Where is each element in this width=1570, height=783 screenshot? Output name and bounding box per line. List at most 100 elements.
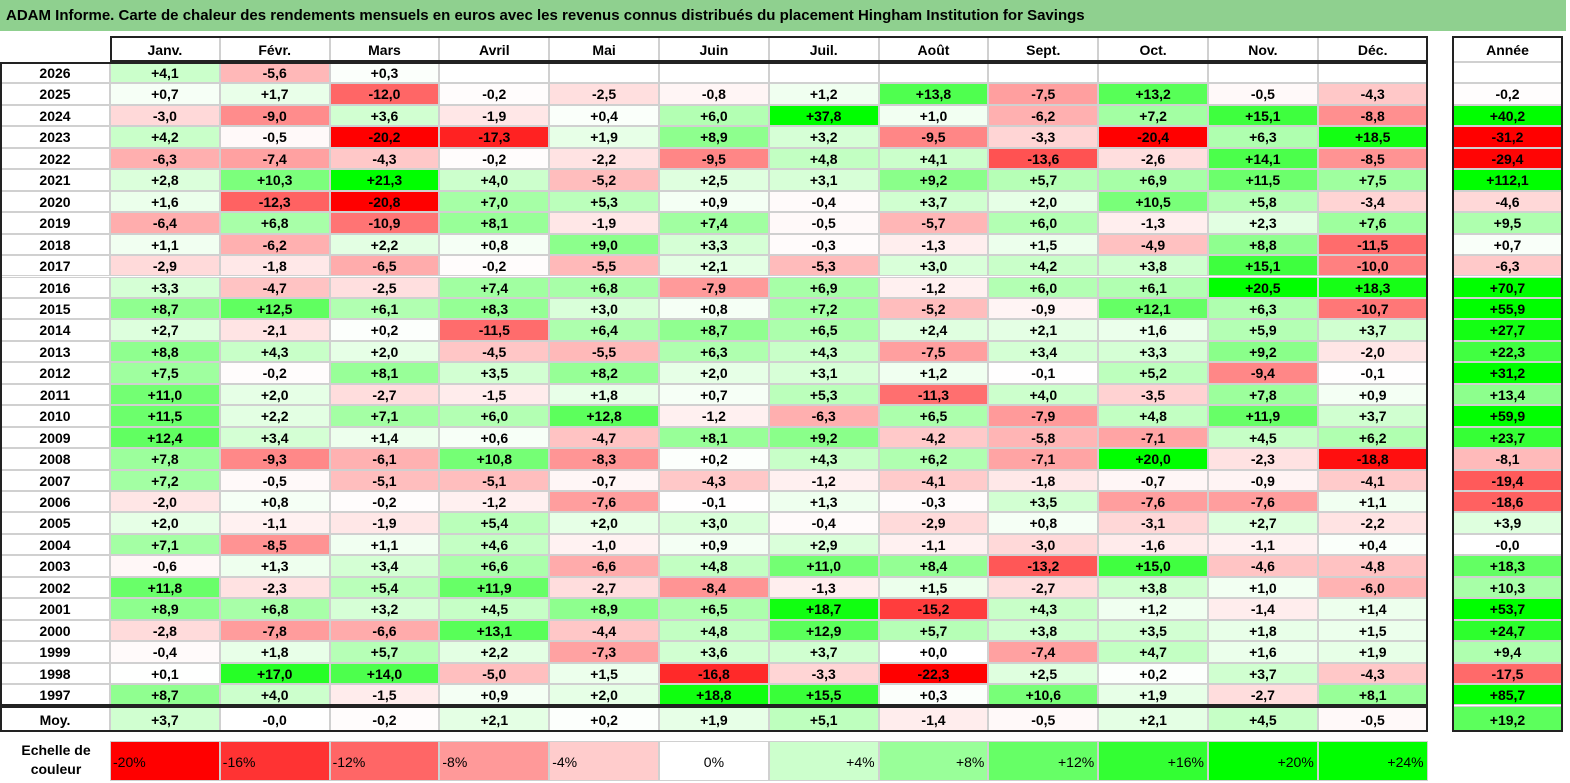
heatmap-cell: +11,5	[110, 405, 220, 427]
heatmap-cell: +2,5	[659, 169, 769, 191]
row-label-year: 2001	[0, 598, 110, 620]
heatmap-cell: +1,0	[1208, 576, 1318, 599]
heatmap-cell: +3,5	[439, 362, 550, 384]
heatmap-cell: -8,8	[1317, 104, 1428, 127]
heatmap-cell: +3,1	[768, 169, 879, 191]
heatmap-cell: -5,0	[439, 662, 550, 685]
heatmap-cell: +3,6	[659, 641, 769, 663]
heatmap-cell: +0,8	[439, 233, 550, 256]
year-total-cell: +55,9	[1452, 297, 1563, 320]
heatmap-cell: +2,7	[1208, 512, 1318, 534]
row-label-year: 2003	[0, 555, 110, 577]
legend-step: -12%	[329, 741, 440, 781]
heatmap-cell: -0,4	[768, 190, 879, 213]
heatmap-cell: +2,0	[659, 362, 769, 384]
heatmap-cell: +1,8	[219, 641, 330, 663]
average-cell: -1,4	[878, 706, 989, 732]
row-label-year: 2026	[0, 62, 110, 84]
heatmap-cell: +1,2	[1098, 598, 1208, 620]
heatmap-cell: -7,4	[219, 147, 330, 170]
row-label-year: 2010	[0, 405, 110, 427]
heatmap-cell: +3,7	[878, 190, 989, 213]
average-cell: +4,5	[1208, 706, 1318, 732]
heatmap-cell: -2,5	[329, 276, 440, 298]
heatmap-cell: +1,5	[878, 576, 989, 599]
column-header: Janv.	[110, 36, 220, 62]
heatmap-cell: +0,9	[1317, 383, 1428, 406]
heatmap-cell: +4,2	[988, 255, 1099, 277]
heatmap-cell: -2,6	[1098, 147, 1208, 170]
heatmap-cell: +7,0	[439, 190, 550, 213]
heatmap-cell: +37,8	[768, 104, 879, 127]
heatmap-cell: +7,4	[439, 276, 550, 298]
row-label-year: 2012	[0, 362, 110, 384]
column-header: Juin	[659, 36, 769, 62]
heatmap-cell: +5,4	[329, 576, 440, 599]
heatmap-cell: +9,2	[768, 426, 879, 449]
heatmap-cell: -7,6	[1208, 491, 1318, 513]
heatmap-cell: +6,6	[439, 555, 550, 577]
year-total-cell: +18,3	[1452, 555, 1563, 577]
heatmap-cell: +11,9	[1208, 405, 1318, 427]
heatmap-cell: -0,2	[439, 147, 550, 170]
heatmap-cell: -8,4	[659, 576, 769, 599]
heatmap-cell: +2,4	[878, 319, 989, 341]
heatmap-cell: +5,9	[1208, 319, 1318, 341]
heatmap-cell: +8,7	[110, 684, 220, 706]
heatmap-cell: -1,5	[329, 684, 440, 706]
heatmap-cell: -22,3	[878, 662, 989, 685]
heatmap-cell: -0,5	[1208, 83, 1318, 105]
year-total-cell: +13,4	[1452, 383, 1563, 406]
row-label-year: 2022	[0, 147, 110, 170]
heatmap-cell: +0,9	[439, 684, 550, 706]
heatmap-cell: +1,2	[768, 83, 879, 105]
row-label-year: 2009	[0, 426, 110, 449]
heatmap-cell: -6,5	[329, 255, 440, 277]
heatmap-cell	[1317, 62, 1428, 84]
heatmap-cell: -16,8	[659, 662, 769, 685]
heatmap-cell: +2,7	[110, 319, 220, 341]
heatmap-cell	[768, 62, 879, 84]
heatmap-cell: +7,5	[1317, 169, 1428, 191]
column-header: Nov.	[1208, 36, 1318, 62]
heatmap-cell: -0,5	[219, 126, 330, 148]
heatmap-cell: -6,2	[988, 104, 1099, 127]
heatmap-cell: +6,8	[219, 598, 330, 620]
heatmap-cell: -3,3	[988, 126, 1099, 148]
heatmap-cell: +4,1	[110, 62, 220, 84]
heatmap-cell: -10,0	[1317, 255, 1428, 277]
heatmap-cell: -8,3	[549, 448, 659, 470]
heatmap-cell: -11,3	[878, 383, 989, 406]
year-total-cell: -0,0	[1452, 533, 1563, 556]
year-total-cell: -19,4	[1452, 469, 1563, 491]
heatmap-cell: +5,8	[1208, 190, 1318, 213]
heatmap-cell: -1,8	[219, 255, 330, 277]
year-total-cell: +40,2	[1452, 104, 1563, 127]
heatmap-cell: -7,9	[659, 276, 769, 298]
heatmap-cell: -6,4	[110, 212, 220, 234]
heatmap-cell: -2,0	[1317, 340, 1428, 363]
heatmap-cell: +2,8	[110, 169, 220, 191]
heatmap-cell: +5,7	[329, 641, 440, 663]
heatmap-cell: +6,5	[878, 405, 989, 427]
heatmap-cell: +13,8	[878, 83, 989, 105]
heatmap-cell: +5,7	[878, 619, 989, 642]
heatmap-cell: +3,2	[768, 126, 879, 148]
heatmap-cell: +12,8	[549, 405, 659, 427]
heatmap-cell: -5,1	[329, 469, 440, 491]
year-total-cell: -6,3	[1452, 255, 1563, 277]
heatmap-cell: +8,1	[439, 212, 550, 234]
heatmap-cell: +5,3	[768, 383, 879, 406]
heatmap-cell: -0,2	[439, 255, 550, 277]
heatmap-cell: -1,4	[1208, 598, 1318, 620]
heatmap-cell: +0,2	[329, 319, 440, 341]
heatmap-cell: -3,0	[988, 533, 1099, 556]
heatmap-cell: +15,5	[768, 684, 879, 706]
heatmap-cell: +4,8	[1098, 405, 1208, 427]
heatmap-cell: +0,8	[219, 491, 330, 513]
year-total-cell: +9,5	[1452, 212, 1563, 234]
heatmap-cell: -5,2	[878, 297, 989, 320]
heatmap-cell: -1,9	[329, 512, 440, 534]
heatmap-cell: -9,0	[219, 104, 330, 127]
heatmap-cell: +5,2	[1098, 362, 1208, 384]
